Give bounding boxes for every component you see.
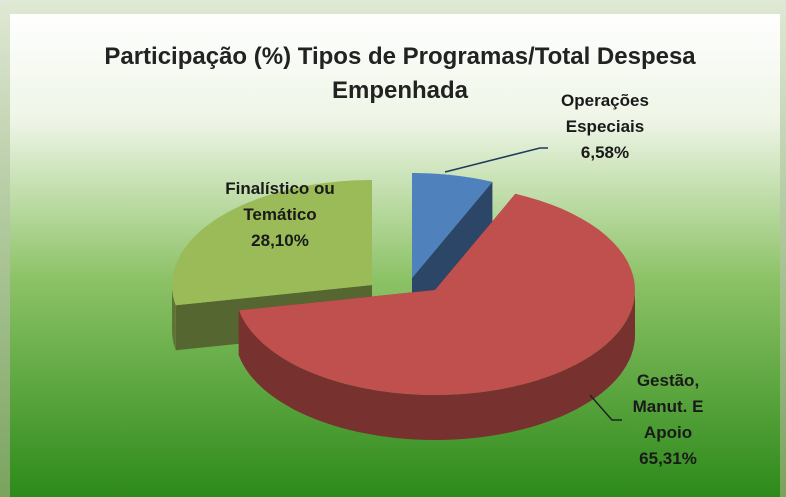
label-name: Operações Especiais bbox=[561, 91, 649, 136]
slice bbox=[172, 180, 372, 306]
slice-side bbox=[412, 181, 493, 323]
slice bbox=[412, 173, 493, 278]
label-name: Gestão, Manut. E Apoio bbox=[632, 371, 704, 442]
label-value: 28,10% bbox=[251, 231, 309, 250]
leader-line bbox=[589, 394, 622, 421]
label-value: 6,58% bbox=[580, 143, 630, 162]
data-label: Gestão, Manut. E Apoio 65,31% bbox=[618, 368, 718, 472]
slice-side bbox=[172, 285, 176, 351]
chart-title: Participação (%) Tipos de Programas/Tota… bbox=[104, 43, 696, 104]
data-label: Operações Especiais 6,58% bbox=[540, 88, 670, 166]
slice-side bbox=[238, 290, 636, 440]
slice bbox=[238, 193, 636, 395]
label-name: Finalístico ou Temático bbox=[225, 179, 335, 224]
leader-line bbox=[444, 147, 548, 173]
data-label: Finalístico ou Temático 28,10% bbox=[200, 176, 360, 254]
label-value: 65,31% bbox=[639, 449, 697, 468]
